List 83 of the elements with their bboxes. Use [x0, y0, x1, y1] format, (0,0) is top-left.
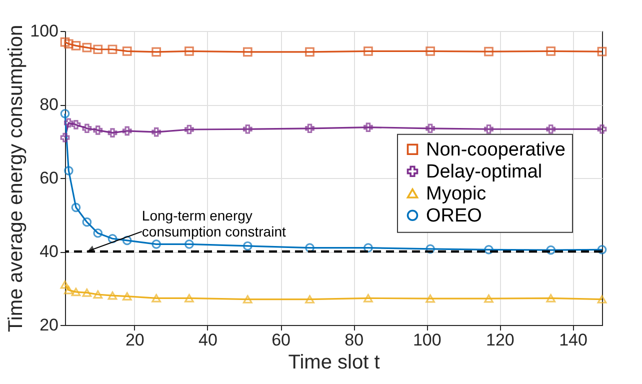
point [242, 295, 252, 304]
point [60, 109, 70, 118]
point [60, 280, 70, 289]
point [184, 124, 194, 134]
point [597, 124, 607, 134]
point [108, 291, 118, 300]
y-tick-label: 20 [40, 316, 58, 334]
point [71, 41, 81, 50]
y-tick-label: 40 [40, 242, 58, 261]
legend-label: OREO [426, 205, 482, 226]
point [242, 241, 252, 251]
point [64, 286, 74, 294]
point [71, 202, 81, 212]
point [364, 46, 373, 56]
y-tick-label: 100 [30, 22, 58, 40]
point [93, 126, 103, 135]
x-tick-label: 20 [125, 330, 144, 350]
point [82, 124, 92, 134]
point [546, 124, 556, 134]
point [93, 44, 103, 54]
point [152, 47, 161, 57]
point [64, 39, 74, 49]
x-tick-label: 140 [559, 330, 588, 350]
x-tick-label: 40 [198, 330, 218, 350]
point [305, 124, 314, 134]
legend-label: Non-cooperative [426, 139, 566, 160]
point [93, 228, 103, 238]
point [184, 294, 194, 302]
legend-label: Myopic [426, 183, 486, 204]
point [82, 217, 92, 227]
point [426, 294, 435, 303]
point [71, 120, 81, 130]
point [64, 118, 74, 128]
point [546, 46, 556, 56]
point [108, 234, 118, 244]
point [364, 243, 373, 252]
point [484, 124, 494, 134]
point [93, 290, 103, 299]
point [60, 37, 70, 47]
point [152, 127, 161, 137]
point [426, 124, 435, 134]
x-axis-title: Time slot t [288, 352, 380, 374]
point [184, 46, 194, 56]
x-tick-label: 120 [486, 330, 514, 350]
point [152, 239, 161, 249]
point [122, 236, 132, 246]
legend-label: Delay-optimal [426, 161, 542, 182]
point [71, 288, 81, 296]
point [184, 239, 194, 249]
point [484, 46, 494, 56]
point [82, 288, 92, 297]
annotation: Long-term energy consumption constraint [142, 208, 286, 240]
x-tick-label: 100 [412, 330, 442, 350]
x-tick-label: 80 [344, 330, 364, 350]
point [152, 294, 161, 302]
point [364, 122, 373, 132]
point [305, 295, 314, 304]
point [597, 295, 607, 304]
point [597, 244, 607, 254]
point [122, 292, 132, 300]
point [597, 46, 607, 56]
point [122, 126, 132, 136]
y-axis-title: Time average energy consumption [5, 24, 28, 332]
point [108, 128, 118, 138]
x-tick-label: 60 [272, 330, 290, 350]
point [82, 42, 92, 52]
point [364, 294, 373, 302]
point [546, 245, 556, 255]
point [426, 46, 435, 56]
point [242, 124, 252, 134]
point [305, 243, 314, 252]
point [484, 294, 494, 303]
y-tick-label: 60 [40, 168, 58, 188]
point [64, 166, 74, 176]
point [242, 47, 252, 57]
point [122, 46, 132, 56]
point [484, 244, 494, 254]
point [546, 294, 556, 302]
y-tick-label: 80 [40, 95, 58, 114]
point [108, 44, 118, 54]
point [426, 244, 435, 254]
point [305, 47, 314, 57]
point [60, 132, 70, 142]
